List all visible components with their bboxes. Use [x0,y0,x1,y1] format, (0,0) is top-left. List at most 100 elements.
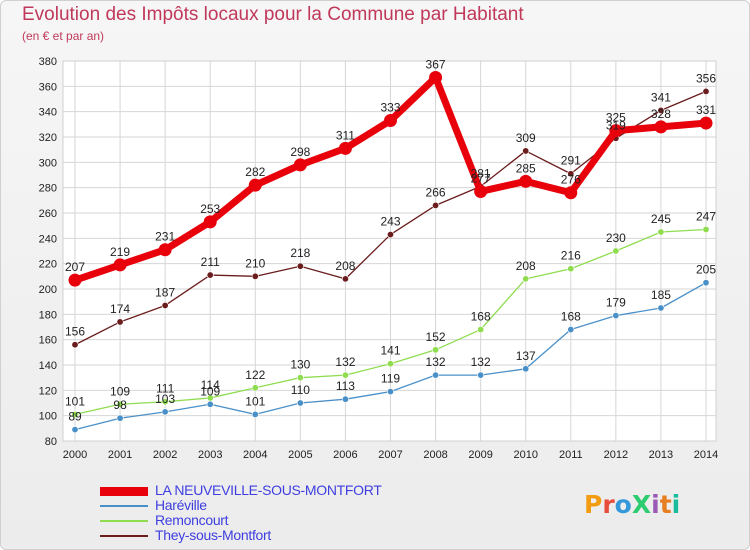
data-label: 319 [606,118,626,132]
data-point [432,201,440,209]
plot-border [62,60,717,442]
x-tick-label: 2003 [198,449,222,461]
x-tick-label: 2010 [513,449,537,461]
legend-swatch [100,487,148,496]
data-label: 281 [471,166,491,180]
data-label: 109 [110,384,130,398]
data-point [429,70,443,84]
data-label: 109 [200,384,220,398]
data-point [477,326,485,334]
y-tick-label: 160 [39,335,57,347]
data-label: 245 [651,212,671,226]
data-label: 132 [471,355,491,369]
data-label: 291 [561,154,581,168]
data-point [564,186,578,200]
data-point [702,87,710,95]
data-label: 89 [68,410,82,424]
data-label: 253 [200,202,220,216]
data-point [522,365,530,373]
data-point [113,258,127,272]
legend-label: LA NEUVEVILLE-SOUS-MONTFORT [155,482,382,498]
logo-letter: i [651,490,660,519]
data-point [657,106,665,114]
data-point [203,215,217,229]
data-point [474,184,488,198]
data-label: 185 [651,288,671,302]
logo-letter: X [631,490,652,519]
y-tick-label: 80 [45,436,57,448]
data-point [71,426,79,434]
data-label: 211 [201,255,220,269]
data-point [251,410,259,418]
data-point [654,120,668,134]
y-tick-label: 100 [39,411,57,423]
data-point [71,341,79,349]
x-tick-label: 2006 [333,449,357,461]
data-point [477,371,485,379]
data-label: 325 [606,111,626,125]
data-point [612,247,620,255]
data-point [206,394,214,402]
data-point [702,225,710,233]
data-label: 132 [426,355,446,369]
data-point [341,275,349,283]
data-label: 205 [696,263,716,277]
data-point [522,147,530,155]
legend-swatch [100,505,148,507]
logo-letter: i [671,490,681,519]
data-label: 218 [290,246,310,260]
y-tick-label: 380 [39,56,57,68]
data-point [71,410,79,418]
data-label: 208 [516,259,536,273]
x-tick-label: 2014 [694,449,718,461]
x-tick-label: 2001 [108,449,132,461]
data-point [519,174,533,188]
data-label: 132 [335,355,355,369]
chart-title: Evolution des Impôts locaux pour la Comm… [22,4,524,25]
logo-letter: o [614,490,632,519]
data-point [702,279,710,287]
logo-letter: t [659,490,672,519]
data-label: 243 [380,215,400,229]
data-label: 216 [561,249,581,263]
data-point [699,116,713,130]
data-point [251,272,259,280]
legend-label: Remoncourt [155,512,229,528]
data-point [432,371,440,379]
x-tick-label: 2002 [153,449,177,461]
y-tick-label: 360 [39,81,57,93]
data-point [567,326,575,334]
x-tick-label: 2005 [288,449,312,461]
data-label: 266 [426,185,446,199]
data-point [432,346,440,354]
data-point [657,304,665,312]
x-tick-label: 2011 [559,449,583,461]
data-label: 331 [696,103,716,117]
logo-letter: r [602,490,615,519]
data-label: 114 [201,378,220,392]
data-label: 231 [155,230,175,244]
proxiti-logo: ProXiti [584,490,680,519]
data-point [158,243,172,257]
y-tick-label: 280 [39,183,57,195]
data-label: 333 [380,101,400,115]
data-point [296,262,304,270]
legend-swatch [100,535,148,537]
y-tick-label: 260 [39,208,57,220]
data-label: 168 [561,310,581,324]
data-label: 298 [290,145,310,159]
x-tick-label: 2007 [378,449,402,461]
y-tick-label: 200 [39,284,57,296]
y-tick-label: 120 [39,385,57,397]
x-tick-label: 2013 [649,449,673,461]
data-point [116,414,124,422]
data-label: 367 [426,57,446,71]
data-label: 110 [291,383,310,397]
data-label: 328 [651,107,671,121]
data-point [341,371,349,379]
data-label: 285 [516,161,536,175]
data-point [248,178,262,192]
data-point [296,374,304,382]
data-label: 130 [290,358,310,372]
